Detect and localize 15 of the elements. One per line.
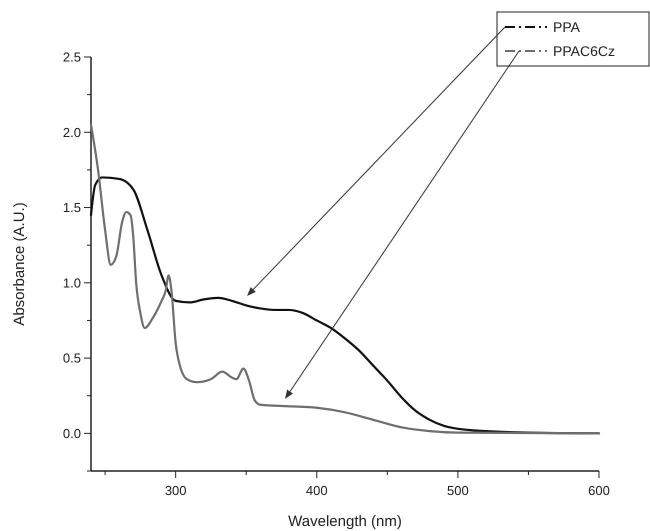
x-tick-label: 300 bbox=[164, 483, 187, 498]
line-series bbox=[90, 124, 600, 434]
y-tick-label: 1.5 bbox=[62, 200, 81, 216]
y-tick-label: 0.5 bbox=[62, 350, 81, 366]
y-axis-title: Absorbance (A.U.) bbox=[11, 202, 28, 326]
x-tick-label: 600 bbox=[588, 483, 610, 498]
x-tick-label: 500 bbox=[447, 483, 469, 498]
legend-label: PPA bbox=[553, 19, 581, 35]
x-tick-label: 400 bbox=[306, 483, 328, 498]
legend-label: PPAC6Cz bbox=[553, 43, 615, 59]
x-axis-title: Wavelength (nm) bbox=[288, 513, 402, 530]
y-tick-label: 2.5 bbox=[62, 50, 81, 64]
text: 1.0 bbox=[62, 275, 81, 290]
text: 0.0 bbox=[62, 426, 81, 441]
text: 2.0 bbox=[62, 124, 81, 140]
